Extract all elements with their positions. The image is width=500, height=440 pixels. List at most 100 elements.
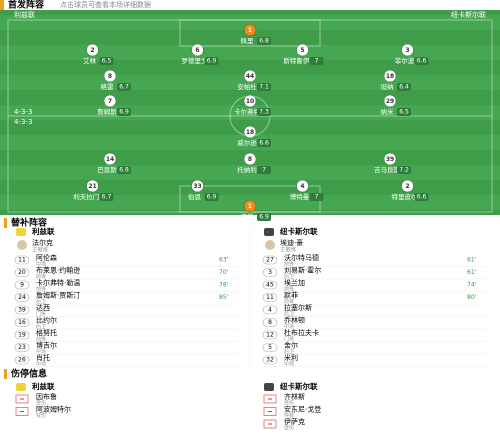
sub-number-bg[interactable] — [262, 293, 278, 302]
rating-bg — [257, 139, 271, 147]
sub-name: 格努托 — [36, 328, 57, 337]
sub-name: 达西 — [36, 303, 50, 312]
player-name: 威尔逊 — [237, 138, 257, 147]
injury-name: 因布鲁 — [36, 392, 57, 401]
player-rating: 6.9 — [119, 109, 129, 116]
sub-number-bg[interactable] — [262, 343, 278, 352]
player-badge[interactable] — [243, 69, 257, 83]
sub-name: 拉塞尔斯 — [284, 303, 312, 312]
rating-bg — [257, 83, 271, 91]
sub-minute: 78' — [219, 282, 229, 289]
player-name: 托纳利 — [237, 165, 257, 174]
player-badge[interactable] — [103, 94, 117, 108]
player-badge[interactable] — [383, 152, 397, 166]
player-name: 伯恩 — [188, 192, 202, 201]
player-number: 1 — [248, 27, 252, 34]
sub-position: 中场 — [284, 361, 294, 368]
player-badge[interactable] — [86, 43, 99, 57]
sub-number: 16 — [18, 319, 26, 326]
team-name: 纽卡斯尔联 — [280, 381, 318, 391]
rating-bg — [117, 83, 131, 91]
rating-bg — [309, 193, 324, 201]
player-badge[interactable] — [383, 69, 397, 83]
sub-position: 中场 — [284, 323, 294, 330]
player-name: 巴恩斯 — [97, 165, 117, 174]
sub-number-bg[interactable] — [262, 330, 278, 340]
player-badge[interactable] — [86, 179, 99, 193]
player-number: 7 — [108, 98, 112, 105]
sub-number-bg[interactable] — [14, 330, 30, 340]
sub-number: 3 — [268, 269, 272, 276]
sub-number-bg[interactable] — [14, 268, 30, 277]
sub-name: 博吉尔 — [36, 341, 57, 350]
team-logo — [16, 228, 26, 236]
player-badge[interactable] — [243, 94, 257, 108]
section-accent — [4, 218, 7, 228]
coach-name: 埃迪·豪 — [280, 238, 303, 247]
player-name: 詹姆斯 — [97, 107, 117, 116]
player-badge[interactable] — [296, 43, 309, 57]
away-team-name: 纽卡斯尔联 — [451, 10, 486, 19]
sub-number-bg[interactable] — [262, 355, 278, 365]
player-rating: 6.9 — [207, 194, 217, 201]
away-formation: 4-3-3 — [14, 118, 32, 126]
sub-number-bg[interactable] — [14, 293, 30, 302]
player-badge[interactable] — [243, 199, 257, 213]
player-number: 18 — [386, 73, 394, 80]
sub-number-bg[interactable] — [14, 280, 30, 290]
player-badge[interactable] — [243, 23, 257, 37]
sub-number-bg[interactable] — [262, 305, 278, 315]
player-name: 安帕杜 — [237, 82, 257, 91]
header-title: 首发阵容 — [8, 0, 44, 11]
player-badge[interactable] — [191, 43, 204, 57]
rating-bg — [257, 213, 271, 221]
sub-number: 11 — [18, 257, 26, 264]
player-badge[interactable] — [243, 125, 257, 139]
coach-avatar — [17, 240, 27, 250]
sub-name: 埃兰加 — [284, 278, 305, 287]
coach-role: 主教练 — [280, 246, 297, 254]
sub-number: 19 — [18, 332, 26, 339]
sub-number-bg[interactable] — [14, 318, 30, 327]
player-name: 吉马良斯 — [374, 165, 401, 174]
player-rating: 7.1 — [259, 84, 269, 91]
player-rating: 6.5 — [399, 109, 409, 116]
player-badge[interactable] — [191, 179, 204, 193]
sub-number: 24 — [18, 294, 26, 301]
sub-number-bg[interactable] — [14, 255, 30, 265]
rating-bg — [257, 108, 271, 116]
player-rating: 6.8 — [259, 38, 269, 45]
player-badge[interactable] — [103, 69, 117, 83]
sub-position: 后卫 — [284, 348, 294, 355]
sub-number: 9 — [20, 282, 24, 289]
player-badge[interactable] — [383, 94, 397, 108]
sub-position: 前锋 — [284, 286, 294, 293]
sub-number: 8 — [268, 319, 272, 326]
sub-name: 舍尔 — [284, 341, 298, 350]
sub-position: 前锋 — [284, 261, 294, 268]
sub-name: 肖托 — [36, 353, 50, 362]
player-rating: 7 — [262, 167, 266, 174]
rating-bg — [117, 166, 131, 174]
player-number: 33 — [193, 183, 201, 190]
sub-number-bg[interactable] — [262, 280, 278, 290]
injury-reason: 停赛 — [284, 412, 294, 419]
sub-position: 后卫 — [284, 273, 294, 280]
sub-position: 前锋 — [36, 336, 46, 343]
player-badge[interactable] — [401, 179, 414, 193]
sub-number-bg[interactable] — [262, 268, 278, 277]
sub-number-bg[interactable] — [14, 355, 30, 365]
injury-name: 安东尼·戈登 — [284, 405, 321, 414]
rating-bg — [204, 57, 219, 65]
sub-name: 乔林顿 — [284, 316, 305, 325]
player-badge[interactable] — [243, 152, 257, 166]
player-rating: 6.9 — [207, 58, 217, 65]
player-badge[interactable] — [401, 43, 414, 57]
player-rating: 6.6 — [259, 140, 269, 147]
player-badge[interactable] — [103, 152, 117, 166]
sub-number-bg[interactable] — [14, 343, 30, 352]
sub-number-bg[interactable] — [14, 305, 30, 315]
sub-number-bg[interactable] — [262, 255, 278, 265]
player-badge[interactable] — [296, 179, 309, 193]
sub-number-bg[interactable] — [262, 318, 278, 327]
